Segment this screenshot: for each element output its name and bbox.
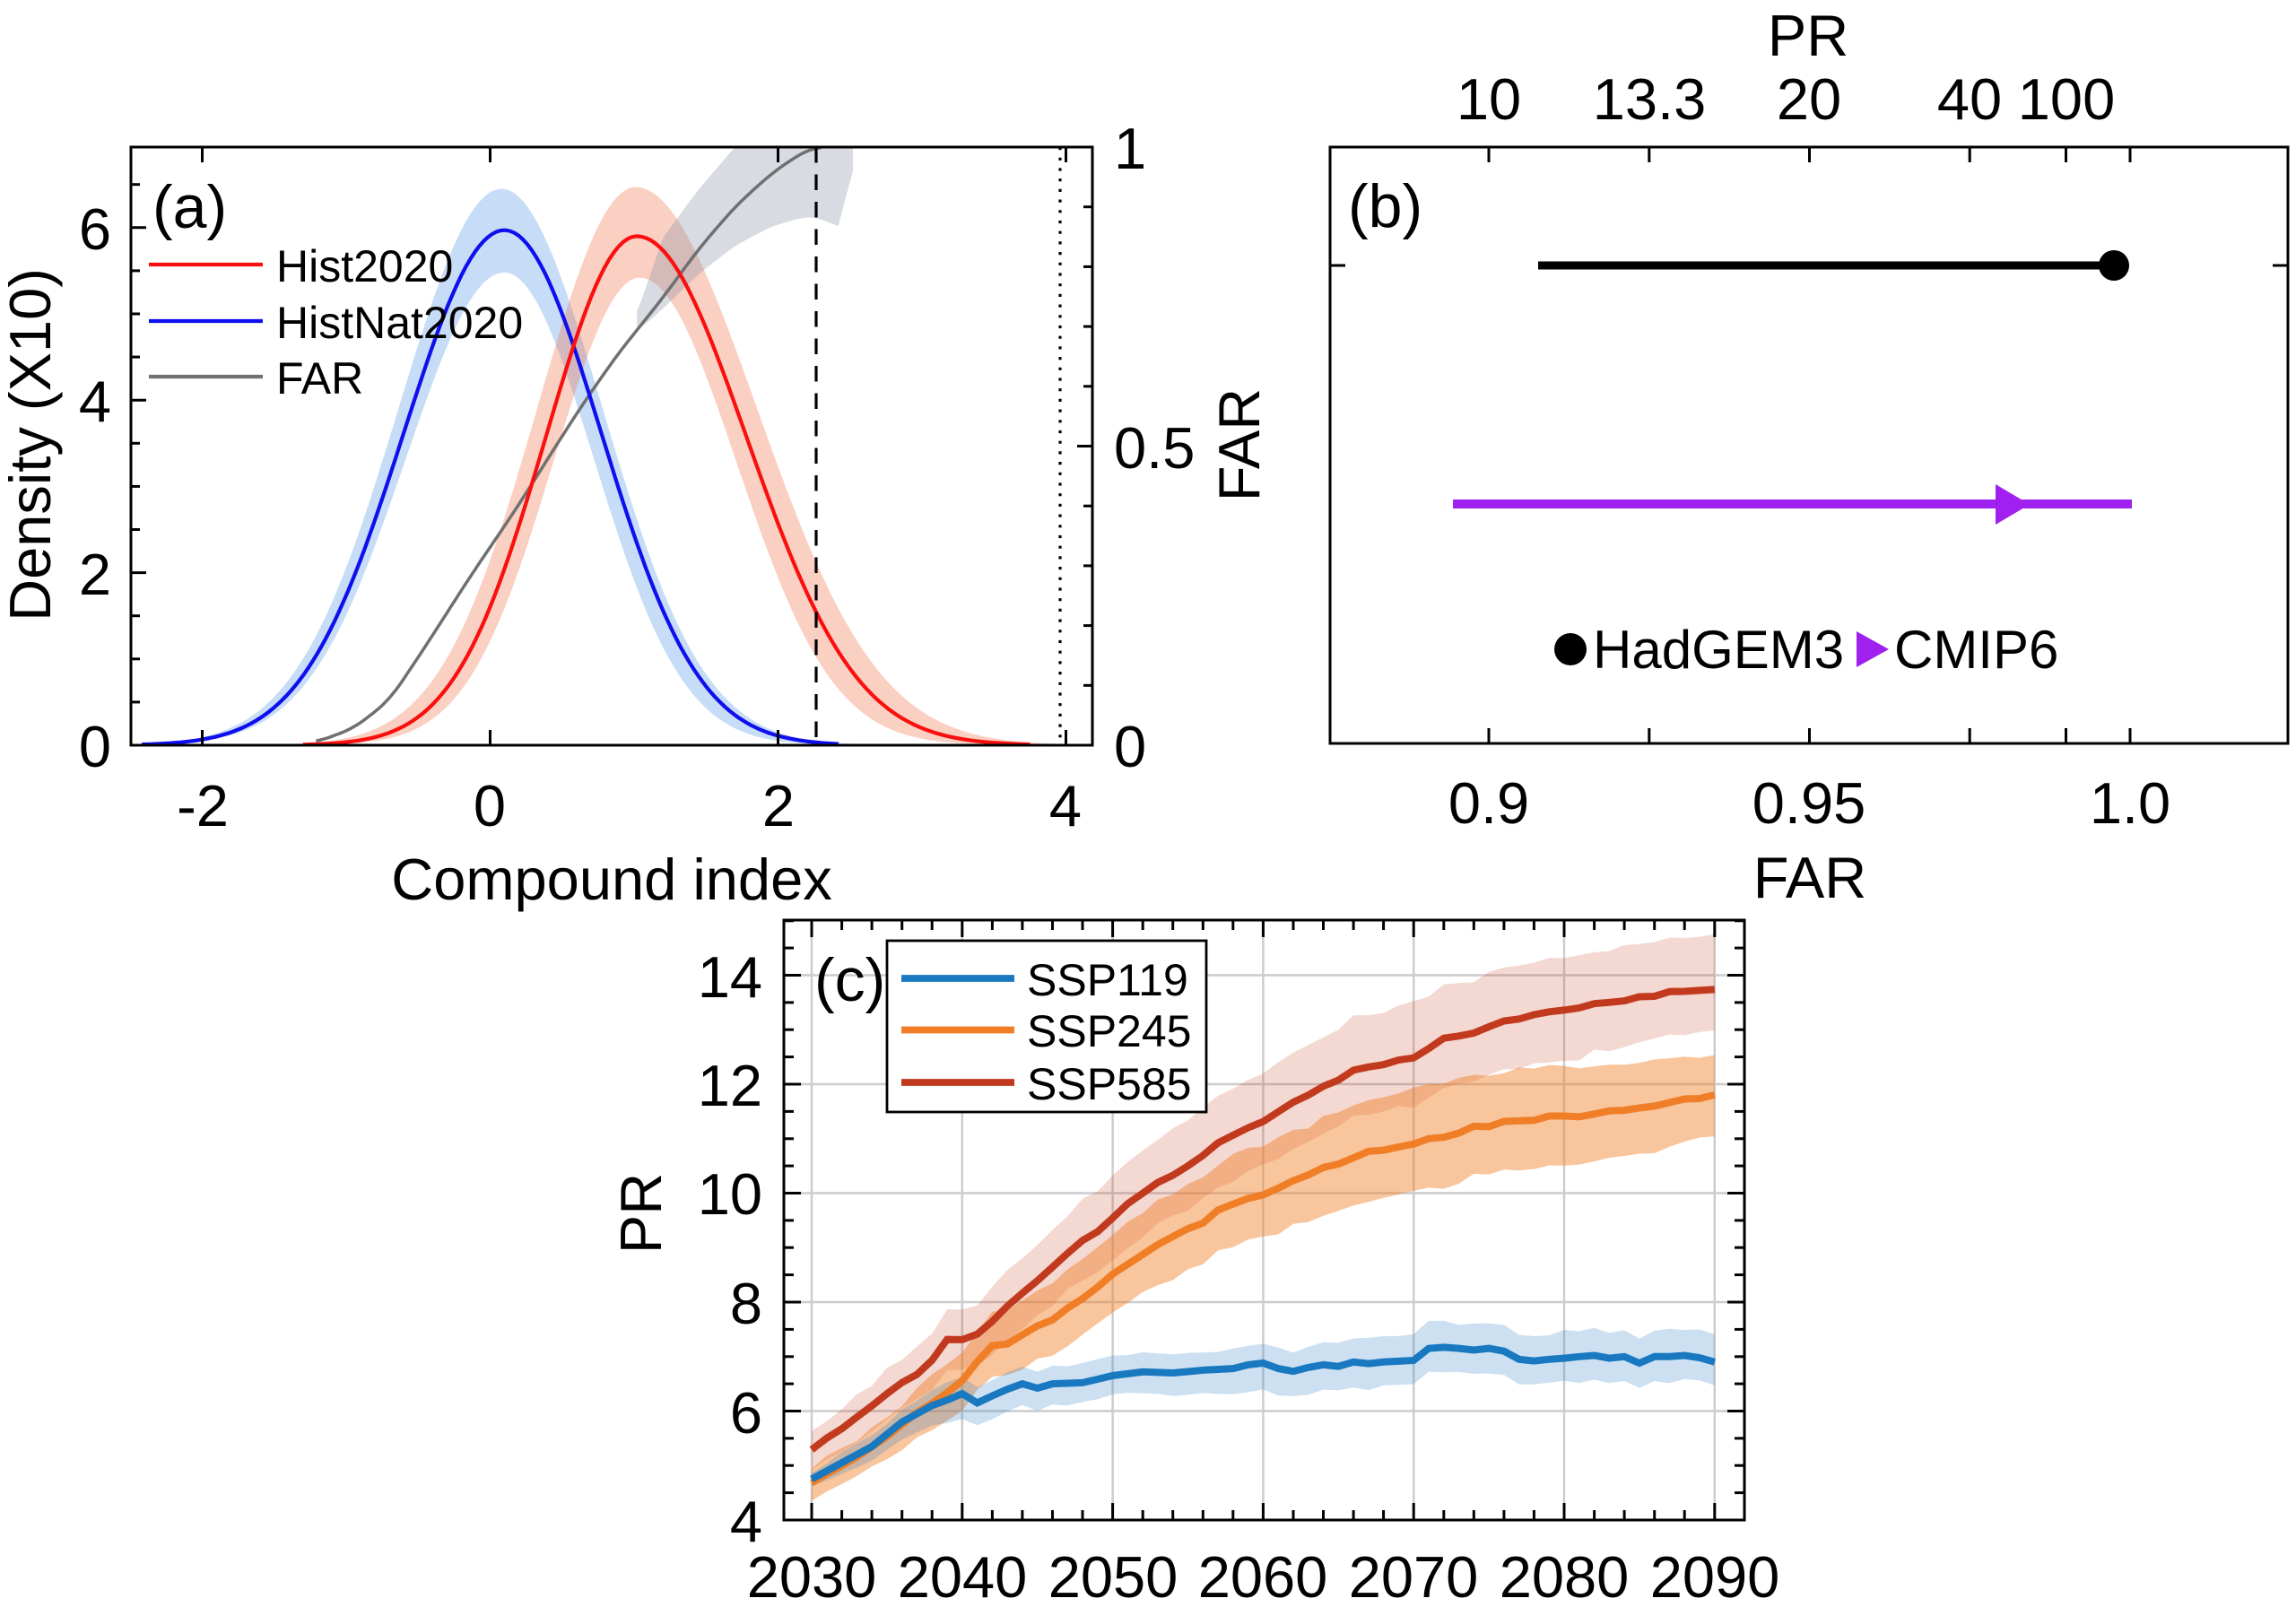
svg-text:14: 14 — [698, 944, 762, 1010]
svg-text:SSP119: SSP119 — [1027, 955, 1188, 1005]
svg-text:1: 1 — [1114, 116, 1146, 181]
svg-text:Density (X10): Density (X10) — [0, 268, 63, 621]
svg-text:2090: 2090 — [1650, 1544, 1780, 1603]
svg-text:(b): (b) — [1348, 172, 1422, 240]
svg-text:0.5: 0.5 — [1114, 415, 1195, 481]
svg-text:1.0: 1.0 — [2090, 770, 2170, 836]
svg-text:0.95: 0.95 — [1752, 770, 1866, 836]
svg-text:(a): (a) — [152, 173, 227, 241]
svg-text:4: 4 — [730, 1489, 762, 1554]
svg-text:10: 10 — [1457, 66, 1521, 132]
svg-text:FAR: FAR — [1206, 388, 1272, 501]
svg-text:2050: 2050 — [1048, 1544, 1178, 1603]
svg-text:PR: PR — [608, 1173, 674, 1254]
svg-text:HistNat2020: HistNat2020 — [276, 298, 523, 348]
svg-text:SSP245: SSP245 — [1027, 1006, 1191, 1056]
svg-text:8: 8 — [730, 1271, 762, 1336]
svg-text:2060: 2060 — [1198, 1544, 1328, 1603]
svg-text:2030: 2030 — [747, 1544, 877, 1603]
svg-text:0: 0 — [1114, 714, 1146, 779]
svg-text:0: 0 — [474, 773, 506, 838]
svg-text:Compound index: Compound index — [391, 847, 831, 912]
svg-text:2080: 2080 — [1500, 1544, 1630, 1603]
svg-text:(c): (c) — [814, 946, 885, 1014]
svg-text:4: 4 — [79, 369, 111, 434]
svg-text:6: 6 — [79, 196, 111, 262]
svg-text:40: 40 — [1937, 66, 2002, 132]
svg-text:100: 100 — [2018, 66, 2115, 132]
svg-text:0.9: 0.9 — [1448, 770, 1529, 836]
svg-text:10: 10 — [698, 1161, 762, 1227]
svg-text:HadGEM3: HadGEM3 — [1593, 620, 1844, 680]
svg-text:12: 12 — [698, 1053, 762, 1118]
svg-text:PR: PR — [1768, 3, 1848, 68]
svg-text:2: 2 — [79, 542, 111, 607]
svg-text:FAR: FAR — [1753, 845, 1866, 910]
svg-text:2070: 2070 — [1349, 1544, 1479, 1603]
svg-text:6: 6 — [730, 1380, 762, 1446]
svg-text:FAR: FAR — [276, 353, 363, 404]
svg-text:2040: 2040 — [898, 1544, 1028, 1603]
svg-text:Hist2020: Hist2020 — [276, 241, 453, 291]
svg-text:2: 2 — [762, 773, 795, 838]
svg-text:4: 4 — [1049, 773, 1082, 838]
svg-text:13.3: 13.3 — [1593, 66, 1707, 132]
svg-text:-2: -2 — [177, 773, 229, 838]
svg-text:CMIP6: CMIP6 — [1894, 620, 2058, 680]
svg-text:SSP585: SSP585 — [1027, 1059, 1191, 1109]
svg-text:20: 20 — [1777, 66, 1841, 132]
svg-text:0: 0 — [79, 714, 111, 779]
